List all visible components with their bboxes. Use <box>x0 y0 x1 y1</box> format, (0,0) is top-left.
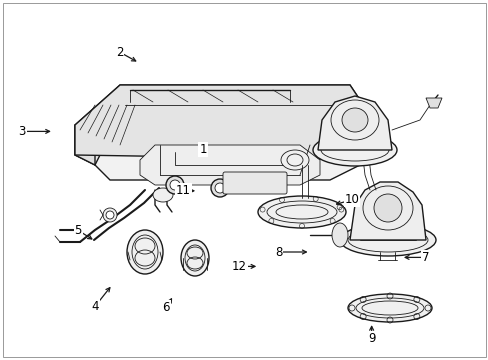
Text: 1: 1 <box>199 143 206 156</box>
Polygon shape <box>75 85 379 160</box>
Ellipse shape <box>127 230 163 274</box>
Ellipse shape <box>235 176 274 190</box>
Polygon shape <box>317 96 391 150</box>
Text: 7: 7 <box>421 251 428 264</box>
Text: 6: 6 <box>162 301 170 314</box>
Circle shape <box>210 179 228 197</box>
Ellipse shape <box>341 108 367 132</box>
Circle shape <box>103 208 117 222</box>
Polygon shape <box>140 145 319 185</box>
Polygon shape <box>349 182 425 240</box>
Ellipse shape <box>331 223 347 247</box>
Text: 12: 12 <box>232 260 246 273</box>
Circle shape <box>170 180 180 190</box>
Circle shape <box>106 211 114 219</box>
Text: 9: 9 <box>367 332 375 345</box>
Text: 4: 4 <box>91 300 99 312</box>
Ellipse shape <box>281 150 308 170</box>
FancyBboxPatch shape <box>223 172 286 194</box>
Text: 5: 5 <box>74 224 82 237</box>
Text: 10: 10 <box>344 193 359 206</box>
Ellipse shape <box>339 224 435 256</box>
Text: 8: 8 <box>274 246 282 258</box>
Polygon shape <box>425 98 441 108</box>
Ellipse shape <box>347 294 431 322</box>
Text: 3: 3 <box>18 125 26 138</box>
Ellipse shape <box>354 141 374 155</box>
Polygon shape <box>75 125 95 165</box>
Ellipse shape <box>258 196 346 228</box>
Text: 11: 11 <box>176 184 190 197</box>
Polygon shape <box>95 105 359 180</box>
Ellipse shape <box>153 188 173 202</box>
Circle shape <box>215 183 224 193</box>
Ellipse shape <box>181 240 208 276</box>
Circle shape <box>165 176 183 194</box>
Polygon shape <box>75 85 379 165</box>
Text: 2: 2 <box>116 46 123 59</box>
Ellipse shape <box>312 134 396 166</box>
Ellipse shape <box>373 194 401 222</box>
